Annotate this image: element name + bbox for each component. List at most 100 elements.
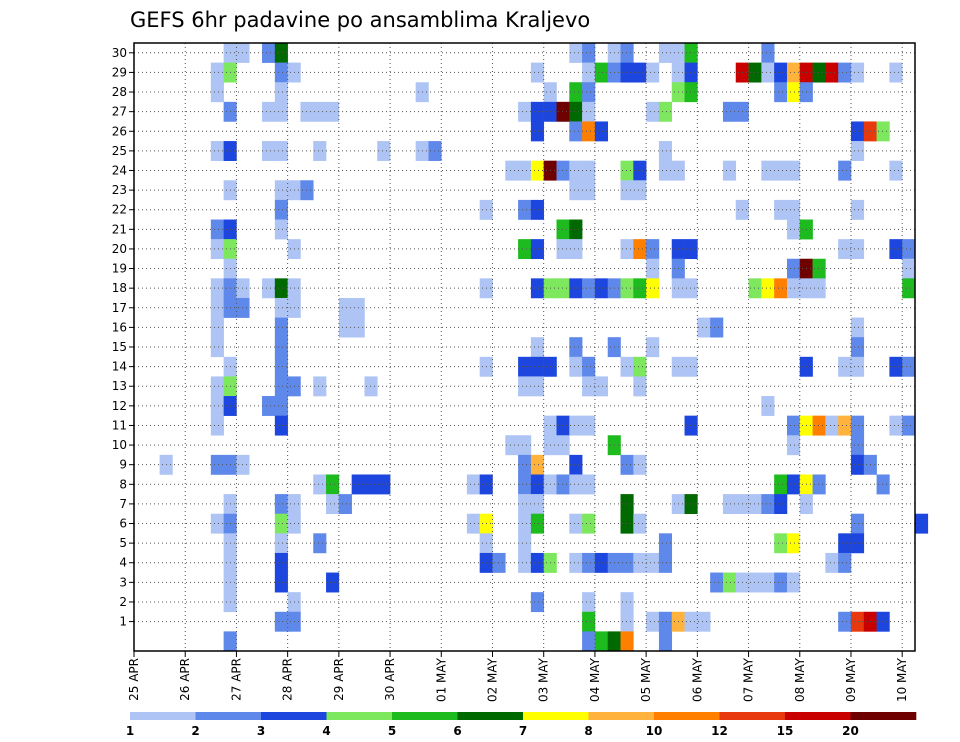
heatmap-cell	[850, 62, 865, 83]
heatmap-cell	[518, 533, 532, 554]
heatmap-cell	[761, 160, 775, 181]
heatmap-cell	[210, 239, 224, 260]
heatmap-cell	[594, 631, 609, 652]
heatmap-cell	[313, 533, 327, 554]
heatmap-cell	[812, 474, 826, 495]
heatmap-cell	[620, 278, 634, 299]
heatmap-cell	[262, 141, 276, 161]
legend-color-swatch	[850, 712, 917, 720]
y-tick-label: 23	[112, 183, 127, 197]
heatmap-cell	[274, 297, 288, 318]
legend-label: 3	[257, 724, 265, 738]
legend-color-swatch	[392, 712, 458, 720]
heatmap-cell	[620, 494, 634, 515]
heatmap-cell	[812, 258, 826, 279]
heatmap-cell	[889, 356, 903, 377]
heatmap-cell	[569, 337, 583, 358]
heatmap-cell	[620, 552, 634, 573]
heatmap-cell	[582, 180, 596, 201]
x-tick-label: 04 MAY	[588, 657, 602, 702]
heatmap-cell	[582, 101, 596, 122]
legend-color-swatch	[130, 712, 196, 720]
heatmap-cell	[518, 239, 532, 260]
heatmap-cell	[582, 278, 596, 299]
heatmap-cell	[722, 160, 737, 181]
heatmap-cell	[761, 494, 775, 515]
heatmap-cell	[582, 611, 596, 632]
heatmap-cell	[530, 376, 544, 397]
heatmap-cell	[274, 101, 288, 122]
heatmap-cell	[210, 317, 224, 338]
heatmap-cell	[338, 297, 352, 318]
y-tick-label: 30	[112, 46, 127, 60]
heatmap-cell	[684, 239, 698, 260]
legend-label: 10	[646, 724, 663, 738]
heatmap-cell	[530, 454, 544, 475]
heatmap-cell	[850, 435, 865, 456]
heatmap-cell	[530, 160, 544, 181]
heatmap-cell	[774, 474, 788, 495]
heatmap-cell	[850, 533, 865, 554]
y-tick-label: 4	[119, 556, 127, 570]
heatmap-cell	[274, 62, 288, 83]
heatmap-cell	[850, 239, 865, 260]
y-tick-label: 20	[112, 242, 127, 256]
heatmap-cell	[582, 552, 596, 573]
heatmap-cell	[518, 435, 532, 456]
heatmap-cell	[633, 160, 647, 181]
heatmap-cell	[684, 62, 698, 83]
heatmap-cell	[274, 337, 288, 358]
heatmap-cell	[210, 62, 224, 83]
heatmap-cell	[812, 62, 826, 83]
heatmap-cells	[159, 43, 929, 652]
x-tick-label: 27 APR	[229, 658, 243, 701]
x-tick-label: 28 APR	[281, 658, 295, 701]
legend-color-swatch	[457, 712, 524, 720]
heatmap-cell	[582, 160, 596, 181]
heatmap-cell	[850, 199, 865, 220]
heatmap-cell	[530, 592, 544, 613]
heatmap-cell	[326, 101, 340, 122]
heatmap-cell	[569, 121, 583, 142]
heatmap-cell	[274, 513, 288, 534]
heatmap-cell	[633, 454, 647, 475]
heatmap-cell	[722, 494, 737, 515]
heatmap-cell	[518, 160, 532, 181]
y-tick-label: 5	[119, 536, 127, 550]
heatmap-cell	[530, 494, 544, 515]
heatmap-cell	[594, 552, 609, 573]
heatmap-cell	[274, 278, 288, 299]
y-tick-label: 19	[112, 262, 127, 276]
heatmap-cell	[786, 278, 801, 299]
heatmap-cell	[786, 533, 801, 554]
heatmap-cell	[774, 278, 788, 299]
heatmap-cell	[620, 513, 634, 534]
legend-color-swatch	[654, 712, 720, 720]
heatmap-cell	[428, 141, 442, 161]
y-axis-ticks: 1234567891011121314151617181920212223242…	[112, 46, 134, 629]
heatmap-cell	[786, 82, 801, 103]
legend-color-swatch	[785, 712, 851, 720]
heatmap-cell	[748, 572, 762, 593]
heatmap-cell	[850, 415, 865, 436]
y-tick-label: 7	[119, 497, 127, 511]
legend-color-swatch	[195, 712, 262, 720]
legend-label: 8	[584, 724, 592, 738]
heatmap-cell	[582, 121, 596, 142]
x-tick-label: 01 MAY	[434, 657, 448, 702]
heatmap-cell	[364, 474, 378, 495]
heatmap-cell	[274, 317, 288, 338]
y-tick-label: 17	[112, 301, 127, 315]
heatmap-cell	[748, 62, 762, 83]
heatmap-cell	[210, 219, 224, 240]
heatmap-cell	[633, 552, 647, 573]
x-tick-label: 09 MAY	[844, 657, 858, 702]
heatmap-cell	[274, 376, 288, 397]
heatmap-cell	[364, 376, 378, 397]
heatmap-cell	[569, 356, 583, 377]
color-legend: 1 2 3 4 5 6 7 8 10 12 15 20	[126, 712, 917, 738]
heatmap-cell	[902, 356, 916, 377]
heatmap-cell	[210, 297, 224, 318]
y-tick-label: 8	[119, 477, 127, 491]
heatmap-cell	[556, 160, 570, 181]
